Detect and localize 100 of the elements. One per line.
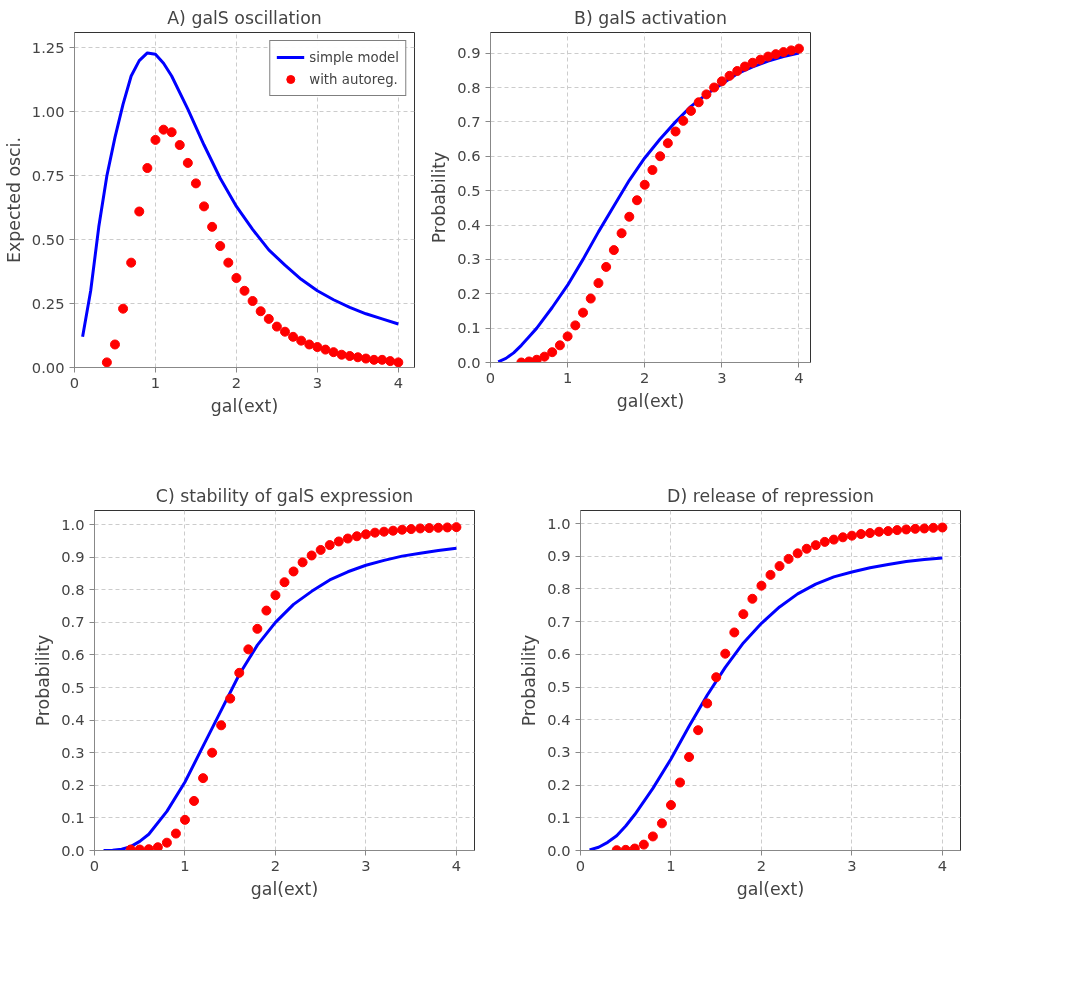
- point: [585, 293, 596, 304]
- point: [632, 195, 643, 206]
- point: [685, 105, 696, 116]
- point: [385, 356, 396, 367]
- x-axis-title: gal(ext): [736, 878, 805, 899]
- y-axis-title: Expected osci.: [3, 137, 24, 263]
- point: [732, 66, 743, 76]
- y-tick-label: 0.5: [547, 678, 571, 696]
- point: [855, 529, 866, 540]
- point: [215, 241, 226, 252]
- x-tick-label: 3: [312, 373, 323, 391]
- point: [397, 524, 408, 535]
- x-axis-title: gal(ext): [250, 878, 319, 899]
- y-tick-label: 0.2: [61, 776, 85, 794]
- point: [578, 307, 589, 318]
- point: [770, 49, 781, 60]
- x-tick-label: 3: [847, 856, 857, 874]
- y-tick-label: 0.5: [457, 181, 481, 199]
- point: [662, 138, 673, 149]
- y-tick-label: 0.7: [547, 612, 571, 630]
- point: [252, 623, 263, 634]
- point: [433, 522, 444, 533]
- point: [919, 523, 930, 534]
- point: [182, 157, 193, 168]
- x-tick-label: 1: [562, 368, 573, 386]
- point: [134, 206, 145, 217]
- line-series: [588, 556, 944, 851]
- point: [152, 842, 163, 851]
- point: [819, 536, 830, 547]
- y-tick-label: 0.1: [547, 808, 571, 826]
- point: [739, 61, 750, 72]
- line-series: [102, 546, 458, 851]
- y-axis-title: Probability: [33, 634, 54, 727]
- point: [892, 525, 903, 536]
- point: [656, 818, 667, 829]
- point: [223, 257, 234, 268]
- point: [150, 134, 161, 145]
- x-tick-label: 2: [756, 856, 767, 874]
- point: [655, 151, 666, 162]
- x-tick-label: 3: [717, 368, 727, 386]
- point: [174, 140, 185, 151]
- y-tick-label: 0.1: [61, 808, 85, 826]
- point: [747, 57, 758, 68]
- y-axis-title: Probability: [429, 151, 450, 244]
- point: [442, 522, 453, 533]
- point: [312, 342, 323, 353]
- point: [801, 543, 812, 554]
- chart-title: C) stability of galS expression: [155, 485, 414, 506]
- point: [937, 522, 948, 533]
- point: [328, 347, 339, 358]
- y-tick-label: 0.25: [31, 294, 65, 312]
- x-tick-label: 1: [180, 856, 190, 874]
- point: [729, 627, 740, 638]
- point: [539, 351, 550, 362]
- y-tick-label: 0.5: [61, 678, 85, 696]
- point: [142, 163, 153, 174]
- point: [306, 550, 317, 561]
- point: [255, 306, 266, 317]
- y-tick-label: 0.0: [457, 353, 481, 371]
- point: [379, 526, 390, 537]
- legend-label: simple model: [309, 49, 399, 65]
- line-series: [81, 51, 400, 339]
- point: [693, 97, 704, 108]
- legend-label: with autoreg.: [309, 71, 398, 87]
- point: [647, 831, 658, 842]
- x-tick-label: 4: [393, 373, 403, 391]
- point: [756, 580, 767, 591]
- point: [554, 340, 565, 351]
- point: [684, 752, 695, 762]
- point: [288, 566, 299, 577]
- y-tick-label: 0.8: [547, 579, 571, 597]
- y-tick-label: 0.4: [61, 711, 85, 729]
- point: [388, 525, 399, 536]
- point: [828, 534, 839, 545]
- point: [774, 561, 785, 572]
- x-tick-label: 4: [451, 856, 462, 874]
- point: [279, 577, 290, 588]
- point: [324, 540, 335, 551]
- point: [793, 43, 804, 54]
- point: [333, 536, 344, 547]
- point: [670, 126, 681, 137]
- x-tick-label: 0: [69, 373, 80, 391]
- y-tick-label: 1.25: [31, 38, 65, 56]
- point: [296, 335, 307, 346]
- point: [424, 523, 435, 534]
- point: [846, 530, 857, 541]
- point: [170, 828, 181, 839]
- y-tick-label: 0.50: [31, 230, 65, 248]
- y-tick-label: 0.00: [31, 358, 65, 376]
- y-tick-label: 0.75: [31, 166, 65, 184]
- point: [901, 524, 912, 535]
- point: [601, 261, 612, 272]
- y-tick-label: 1.0: [61, 515, 85, 533]
- point: [179, 814, 190, 825]
- point: [720, 648, 731, 659]
- point: [225, 693, 236, 704]
- point: [320, 344, 331, 355]
- y-tick-label: 0.0: [61, 841, 85, 859]
- point: [189, 795, 200, 806]
- y-tick-label: 0.9: [457, 44, 481, 62]
